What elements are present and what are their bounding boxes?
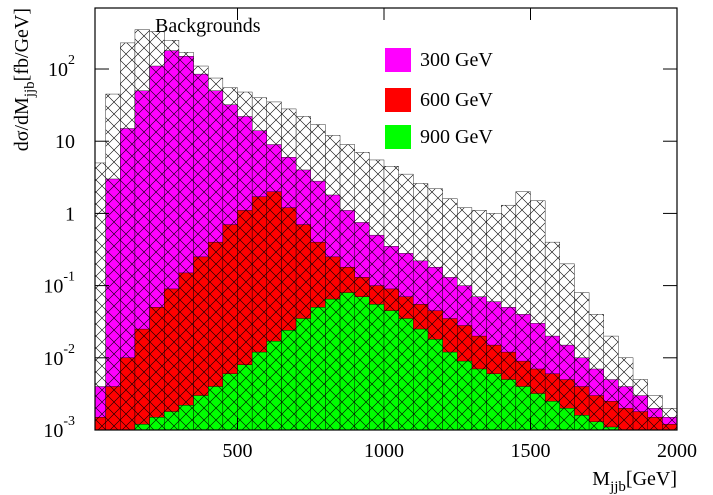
plot-frame <box>94 7 678 431</box>
histogram-bar <box>442 351 458 430</box>
x-label-sub: jjb <box>609 479 626 495</box>
histogram-bar <box>544 401 561 430</box>
histogram-bar <box>618 408 634 430</box>
histogram-bar <box>164 411 180 430</box>
histogram-bar <box>647 417 663 430</box>
histogram-bar <box>632 411 648 430</box>
y-tick-exponent: -3 <box>63 414 75 429</box>
histogram-bar <box>193 395 209 430</box>
histogram-bar <box>486 373 502 430</box>
x-tick-label: 2000 <box>657 440 697 462</box>
legend-label: 600 GeV <box>420 89 493 111</box>
histogram-bar <box>603 426 619 430</box>
histogram-bar <box>120 357 136 430</box>
legend-label: 300 GeV <box>420 49 493 71</box>
histogram-bar <box>413 328 429 430</box>
y-tick-exponent: -2 <box>63 342 75 357</box>
plot-area <box>95 29 677 430</box>
histogram-bar <box>207 386 224 430</box>
histogram-bar <box>178 405 194 430</box>
y-tick-exponent: -1 <box>63 270 75 285</box>
y-label-sub: jjb <box>22 81 38 98</box>
x-axis-label: Mjjb[GeV] <box>592 468 677 495</box>
histogram-bar <box>588 421 604 430</box>
histogram-bar <box>515 386 531 430</box>
histogram-bar <box>354 296 370 430</box>
y-tick-label: 1 <box>65 203 75 225</box>
x-tick-label: 500 <box>223 440 253 462</box>
histogram-bar <box>222 373 238 430</box>
histogram-bar <box>149 417 165 430</box>
x-tick-label: 1500 <box>511 440 551 462</box>
histogram-bar <box>325 298 341 430</box>
histogram-bar <box>574 415 590 430</box>
histogram-bar <box>164 288 180 430</box>
y-tick-base: 10 <box>43 276 63 298</box>
legend-swatch <box>385 125 411 149</box>
y-tick-exponent: 2 <box>68 53 75 68</box>
histogram-bar <box>427 339 443 430</box>
histogram-bar <box>251 351 267 430</box>
histogram-bar <box>457 360 473 430</box>
histogram-bar <box>134 424 150 430</box>
histogram-bar <box>662 424 677 430</box>
histogram-bar <box>149 307 165 430</box>
histogram-bar <box>339 292 355 430</box>
y-tick-base: 10 <box>48 59 68 81</box>
histogram-bar <box>383 310 399 430</box>
y-label-main: dσ/dM <box>11 97 33 151</box>
histogram-bar <box>530 393 546 430</box>
histogram-bar <box>369 304 385 430</box>
x-label-main: M <box>592 468 610 490</box>
histogram-bar <box>559 408 575 430</box>
histogram-bar <box>398 318 414 430</box>
y-tick-label: 10 <box>55 131 75 153</box>
histogram-bar <box>105 386 121 430</box>
histogram-bar <box>95 417 106 430</box>
y-tick-base: 10 <box>43 348 63 370</box>
histogram-bar <box>266 340 282 430</box>
histogram-bar <box>237 364 253 430</box>
x-label-unit: [GeV] <box>626 468 677 490</box>
y-tick-label: 10-3 <box>43 414 75 442</box>
histogram-bar <box>295 318 311 430</box>
histogram-bar <box>310 307 326 430</box>
histogram-bar <box>134 328 150 430</box>
histogram-bar <box>501 379 517 430</box>
y-tick-base: 10 <box>43 420 63 442</box>
y-tick-label: 102 <box>48 53 75 81</box>
legend-label: 900 GeV <box>420 126 493 148</box>
x-tick-label: 1000 <box>364 440 404 462</box>
y-tick-label: 10-2 <box>43 342 75 370</box>
legend-swatch <box>385 88 411 112</box>
y-tick-label: 10-1 <box>43 270 75 298</box>
histogram-bar <box>603 401 619 430</box>
histogram-bar <box>471 368 487 430</box>
y-axis-label: dσ/dMjjb[fb/GeV] <box>11 8 38 151</box>
histogram-bar <box>281 330 297 430</box>
legend-swatch <box>385 48 411 72</box>
y-label-unit: [fb/GeV] <box>11 8 33 81</box>
legend-label: Backgrounds <box>155 15 261 37</box>
